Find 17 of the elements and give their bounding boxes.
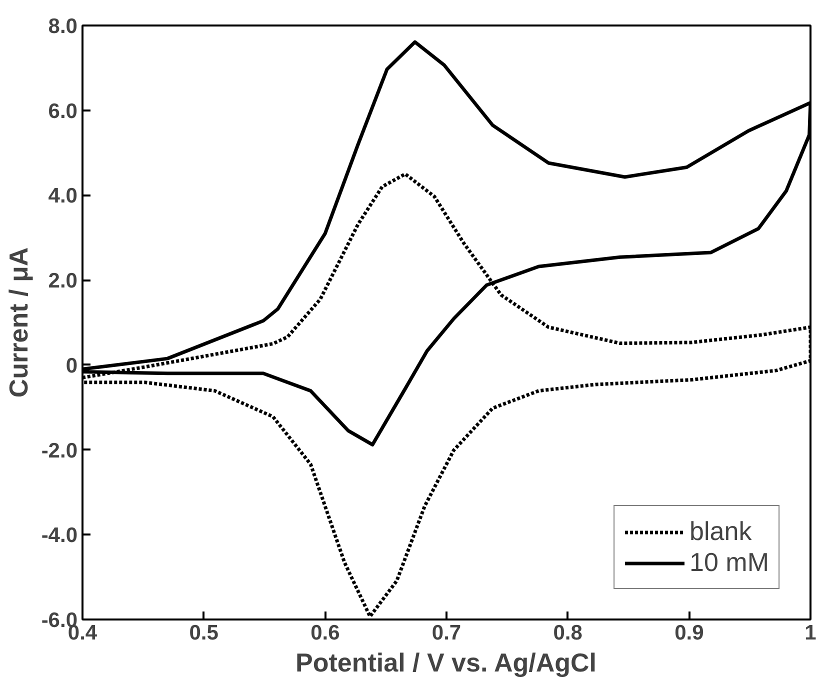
x-tick-label: 0.9 [674, 622, 704, 644]
legend-label: 10 mM [690, 547, 769, 578]
legend-label: blank [690, 516, 752, 547]
y-tick-label: 4.0 [48, 184, 78, 208]
y-tick-label: -4.0 [41, 524, 78, 548]
y-tick-label: 2.0 [48, 270, 78, 293]
y-tick-label: -2.0 [41, 439, 78, 462]
y-tick-label: 0 [66, 354, 78, 378]
y-axis-title: Current / μA [3, 247, 34, 398]
x-axis-title: Potential / V vs. Ag/AgCl [296, 648, 596, 678]
x-tick-label: 0.8 [553, 622, 583, 644]
y-tick-label: 8.0 [48, 15, 78, 38]
y-tick-label: 6.0 [48, 100, 78, 123]
x-tick-label: 0.7 [432, 622, 462, 644]
x-tick-label: 0.5 [189, 622, 219, 644]
x-tick-label: 1 [804, 622, 817, 644]
x-tick-label: 0.6 [310, 622, 340, 644]
